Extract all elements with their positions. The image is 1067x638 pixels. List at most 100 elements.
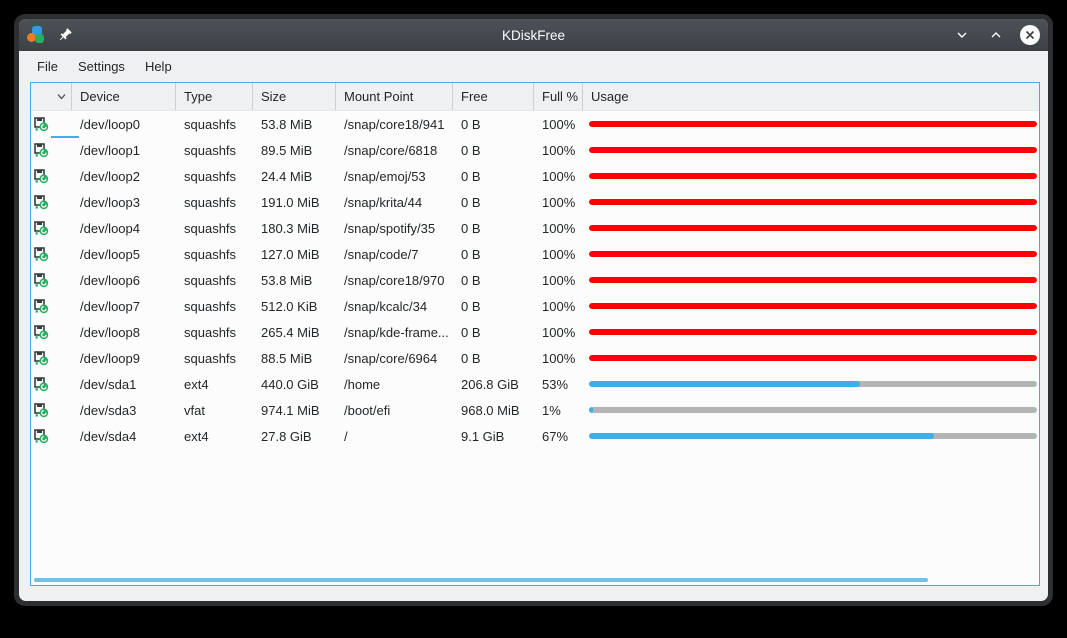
- header-device[interactable]: Device: [72, 83, 176, 110]
- mounted-drive-icon: [34, 220, 49, 236]
- menu-settings[interactable]: Settings: [77, 58, 125, 74]
- table-row[interactable]: /dev/sda3 vfat 974.1 MiB /boot/efi 968.0…: [31, 397, 1039, 423]
- cell-free: 206.8 GiB: [461, 376, 519, 392]
- cell-full-pct: 100%: [542, 220, 576, 236]
- table-header[interactable]: Device Type Size Mount Point Free Full %…: [31, 83, 1039, 111]
- table-row[interactable]: /dev/loop8 squashfs 265.4 MiB /snap/kde-…: [31, 319, 1039, 345]
- usage-bar-track: [589, 173, 1037, 179]
- cell-device-icon: [31, 324, 72, 340]
- menu-file[interactable]: File: [37, 58, 58, 74]
- header-usage[interactable]: Usage: [591, 89, 629, 104]
- cell-device: /dev/loop1: [80, 142, 140, 158]
- cell-device: /dev/loop5: [80, 246, 140, 262]
- table-row[interactable]: /dev/loop0 squashfs 53.8 MiB /snap/core1…: [31, 111, 1039, 138]
- cell-device-icon: [31, 402, 72, 418]
- cell-device-icon: [31, 246, 72, 262]
- cell-size: 440.0 GiB: [261, 376, 319, 392]
- cell-usage: [583, 173, 1039, 179]
- cell-full-pct: 53%: [542, 376, 569, 392]
- header-mount-point[interactable]: Mount Point: [336, 83, 453, 110]
- table-row[interactable]: /dev/loop5 squashfs 127.0 MiB /snap/code…: [31, 241, 1039, 267]
- cell-full-pct: 100%: [542, 324, 576, 340]
- header-free[interactable]: Free: [453, 83, 534, 110]
- cell-usage: [583, 121, 1039, 127]
- usage-bar-fill: [589, 329, 1037, 335]
- table-row[interactable]: /dev/loop4 squashfs 180.3 MiB /snap/spot…: [31, 215, 1039, 241]
- cell-mount-point: /home: [344, 376, 381, 392]
- disk-table[interactable]: Device Type Size Mount Point Free Full %…: [30, 82, 1040, 586]
- cell-type: squashfs: [184, 324, 237, 340]
- cell-type: squashfs: [184, 350, 237, 366]
- header-full-pct[interactable]: Full %: [534, 83, 583, 110]
- cell-type: squashfs: [184, 142, 237, 158]
- cell-mount-point: /snap/core/6964: [344, 350, 438, 366]
- table-row[interactable]: /dev/loop1 squashfs 89.5 MiB /snap/core/…: [31, 137, 1039, 163]
- cell-type: squashfs: [184, 298, 237, 314]
- mounted-drive-icon: [34, 376, 49, 392]
- header-sort[interactable]: [31, 83, 72, 110]
- cell-type: ext4: [184, 428, 209, 444]
- cell-full-pct: 1%: [542, 402, 561, 418]
- usage-bar-fill: [589, 199, 1037, 205]
- kdiskfree-app-icon: [27, 26, 45, 44]
- cell-size: 974.1 MiB: [261, 402, 320, 418]
- cell-usage: [583, 329, 1039, 335]
- cell-device-icon: [31, 142, 72, 158]
- usage-bar-track: [589, 381, 1037, 387]
- table-row[interactable]: /dev/loop6 squashfs 53.8 MiB /snap/core1…: [31, 267, 1039, 293]
- scrollbar-thumb[interactable]: [34, 578, 928, 582]
- table-row[interactable]: /dev/sda4 ext4 27.8 GiB / 9.1 GiB 67%: [31, 423, 1039, 449]
- cell-size: 512.0 KiB: [261, 298, 318, 314]
- pin-icon[interactable]: [55, 25, 75, 45]
- usage-bar-fill: [589, 433, 934, 439]
- usage-bar-track: [589, 147, 1037, 153]
- cell-type: squashfs: [184, 220, 237, 236]
- mounted-drive-icon: [34, 324, 49, 340]
- cell-usage: [583, 199, 1039, 205]
- cell-full-pct: 100%: [542, 168, 576, 184]
- table-row[interactable]: /dev/loop7 squashfs 512.0 KiB /snap/kcal…: [31, 293, 1039, 319]
- usage-bar-fill: [589, 251, 1037, 257]
- titlebar[interactable]: KDiskFree: [19, 19, 1048, 51]
- cell-device: /dev/loop9: [80, 350, 140, 366]
- header-type[interactable]: Type: [176, 83, 253, 110]
- usage-bar-track: [589, 225, 1037, 231]
- horizontal-scrollbar[interactable]: [33, 578, 1037, 582]
- cell-mount-point: /snap/core18/941: [344, 116, 445, 132]
- window-frame: KDiskFree: [14, 14, 1053, 606]
- usage-bar-fill: [589, 303, 1037, 309]
- maximize-button[interactable]: [986, 25, 1006, 45]
- table-row[interactable]: /dev/loop9 squashfs 88.5 MiB /snap/core/…: [31, 345, 1039, 371]
- mounted-drive-icon: [34, 402, 49, 418]
- table-row[interactable]: /dev/loop2 squashfs 24.4 MiB /snap/emoj/…: [31, 163, 1039, 189]
- cell-device-icon: [31, 220, 72, 236]
- mounted-drive-icon: [34, 272, 49, 288]
- usage-bar-track: [589, 277, 1037, 283]
- cell-full-pct: 100%: [542, 350, 576, 366]
- minimize-button[interactable]: [952, 25, 972, 45]
- usage-bar-track: [589, 251, 1037, 257]
- usage-bar-fill: [589, 355, 1037, 361]
- menu-help[interactable]: Help: [144, 58, 172, 74]
- cell-free: 0 B: [461, 194, 481, 210]
- cell-free: 0 B: [461, 116, 481, 132]
- cell-mount-point: /snap/spotify/35: [344, 220, 436, 236]
- cell-mount-point: /snap/core18/970: [344, 272, 445, 288]
- header-size[interactable]: Size: [253, 83, 336, 110]
- cell-full-pct: 100%: [542, 246, 576, 262]
- table-row[interactable]: /dev/sda1 ext4 440.0 GiB /home 206.8 GiB…: [31, 371, 1039, 397]
- cell-free: 0 B: [461, 324, 481, 340]
- chevron-down-icon: [57, 94, 66, 100]
- usage-bar-fill: [589, 277, 1037, 283]
- mounted-drive-icon: [34, 116, 49, 132]
- table-row[interactable]: /dev/loop3 squashfs 191.0 MiB /snap/krit…: [31, 189, 1039, 215]
- usage-bar-track: [589, 121, 1037, 127]
- usage-bar-fill: [589, 147, 1037, 153]
- close-button[interactable]: [1020, 25, 1040, 45]
- window-title: KDiskFree: [501, 27, 565, 43]
- cell-device: /dev/sda1: [80, 376, 137, 392]
- cell-type: ext4: [184, 376, 209, 392]
- cell-usage: [583, 355, 1039, 361]
- cell-device-icon: [31, 298, 72, 314]
- usage-bar-track: [589, 355, 1037, 361]
